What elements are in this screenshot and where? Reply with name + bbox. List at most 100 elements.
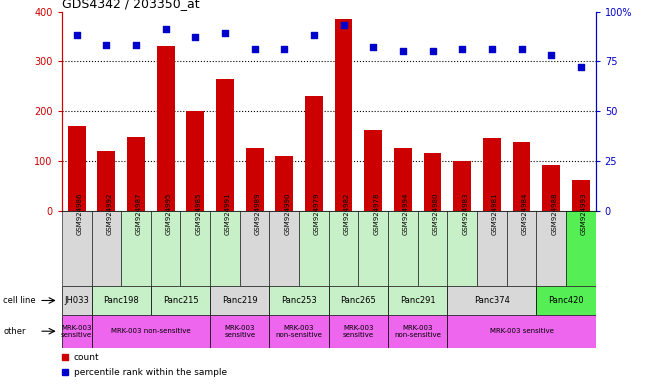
Text: Panc253: Panc253 xyxy=(281,296,317,305)
Bar xyxy=(365,130,382,211)
Point xyxy=(339,22,349,28)
Text: MRK-003
sensitive: MRK-003 sensitive xyxy=(224,325,255,338)
Point xyxy=(575,65,586,71)
Bar xyxy=(424,153,441,211)
Text: count: count xyxy=(74,353,99,362)
Text: GSM924993: GSM924993 xyxy=(581,192,587,235)
Bar xyxy=(447,211,477,286)
Bar xyxy=(483,138,501,211)
Bar xyxy=(299,211,329,286)
Text: GSM924992: GSM924992 xyxy=(106,192,113,235)
Bar xyxy=(453,161,471,211)
Bar xyxy=(329,286,388,315)
Point xyxy=(427,48,437,55)
Text: GSM924987: GSM924987 xyxy=(136,192,142,235)
Bar xyxy=(127,137,145,211)
Text: MRK-003 non-sensitive: MRK-003 non-sensitive xyxy=(111,328,191,334)
Text: GSM924991: GSM924991 xyxy=(225,192,231,235)
Bar xyxy=(62,211,92,286)
Point xyxy=(368,45,378,51)
Bar xyxy=(536,211,566,286)
Bar xyxy=(92,211,121,286)
Bar xyxy=(62,286,92,315)
Bar xyxy=(566,211,596,286)
Text: Panc291: Panc291 xyxy=(400,296,436,305)
Bar xyxy=(359,211,388,286)
Text: Panc420: Panc420 xyxy=(548,296,584,305)
Point xyxy=(249,46,260,53)
Point xyxy=(309,32,319,38)
Text: Panc215: Panc215 xyxy=(163,296,199,305)
Bar xyxy=(98,151,115,211)
Text: JH033: JH033 xyxy=(64,296,89,305)
Bar xyxy=(216,79,234,211)
Point xyxy=(457,46,467,53)
Bar xyxy=(68,126,85,211)
Text: percentile rank within the sample: percentile rank within the sample xyxy=(74,368,227,377)
Bar xyxy=(92,315,210,348)
Text: Panc219: Panc219 xyxy=(222,296,258,305)
Bar xyxy=(329,211,359,286)
Bar xyxy=(240,211,270,286)
Text: GSM924984: GSM924984 xyxy=(521,192,527,235)
Text: GSM924986: GSM924986 xyxy=(77,192,83,235)
Bar xyxy=(305,96,323,211)
Text: GSM924995: GSM924995 xyxy=(165,192,172,235)
Text: cell line: cell line xyxy=(3,296,36,305)
Text: GSM924994: GSM924994 xyxy=(403,192,409,235)
Point xyxy=(398,48,408,55)
Point xyxy=(487,46,497,53)
Text: GDS4342 / 203350_at: GDS4342 / 203350_at xyxy=(62,0,199,10)
Bar xyxy=(151,211,180,286)
Bar xyxy=(245,148,264,211)
Point xyxy=(220,30,230,36)
Bar xyxy=(542,165,560,211)
Bar xyxy=(512,142,531,211)
Point xyxy=(516,46,527,53)
Text: GSM924985: GSM924985 xyxy=(195,192,201,235)
Text: Panc374: Panc374 xyxy=(474,296,510,305)
Text: GSM924978: GSM924978 xyxy=(373,192,380,235)
Bar xyxy=(210,315,270,348)
Bar xyxy=(329,315,388,348)
Bar xyxy=(92,286,151,315)
Bar xyxy=(186,111,204,211)
Text: GSM924981: GSM924981 xyxy=(492,192,498,235)
Point xyxy=(279,46,290,53)
Text: MRK-003
sensitive: MRK-003 sensitive xyxy=(61,325,92,338)
Bar xyxy=(62,315,92,348)
Text: other: other xyxy=(3,327,26,336)
Bar xyxy=(151,286,210,315)
Text: GSM924980: GSM924980 xyxy=(432,192,439,235)
Bar xyxy=(180,211,210,286)
Text: GSM924990: GSM924990 xyxy=(284,192,290,235)
Bar xyxy=(157,46,174,211)
Text: GSM924979: GSM924979 xyxy=(314,192,320,235)
Point xyxy=(190,35,201,41)
Bar xyxy=(447,286,536,315)
Bar xyxy=(275,156,293,211)
Bar xyxy=(121,211,151,286)
Point xyxy=(101,42,111,48)
Point xyxy=(546,52,557,58)
Text: MRK-003 sensitive: MRK-003 sensitive xyxy=(490,328,553,334)
Text: MRK-003
non-sensitive: MRK-003 non-sensitive xyxy=(275,325,322,338)
Text: GSM924989: GSM924989 xyxy=(255,192,260,235)
Bar xyxy=(394,148,412,211)
Text: MRK-003
non-sensitive: MRK-003 non-sensitive xyxy=(395,325,441,338)
Bar xyxy=(210,211,240,286)
Text: GSM924983: GSM924983 xyxy=(462,192,468,235)
Bar xyxy=(270,315,329,348)
Text: MRK-003
sensitive: MRK-003 sensitive xyxy=(343,325,374,338)
Bar xyxy=(388,286,447,315)
Text: GSM924982: GSM924982 xyxy=(344,192,350,235)
Text: Panc265: Panc265 xyxy=(340,296,376,305)
Bar xyxy=(572,180,590,211)
Point xyxy=(160,26,171,33)
Bar xyxy=(447,315,596,348)
Text: GSM924988: GSM924988 xyxy=(551,192,557,235)
Point xyxy=(131,42,141,48)
Bar xyxy=(388,211,418,286)
Bar xyxy=(270,286,329,315)
Bar xyxy=(536,286,596,315)
